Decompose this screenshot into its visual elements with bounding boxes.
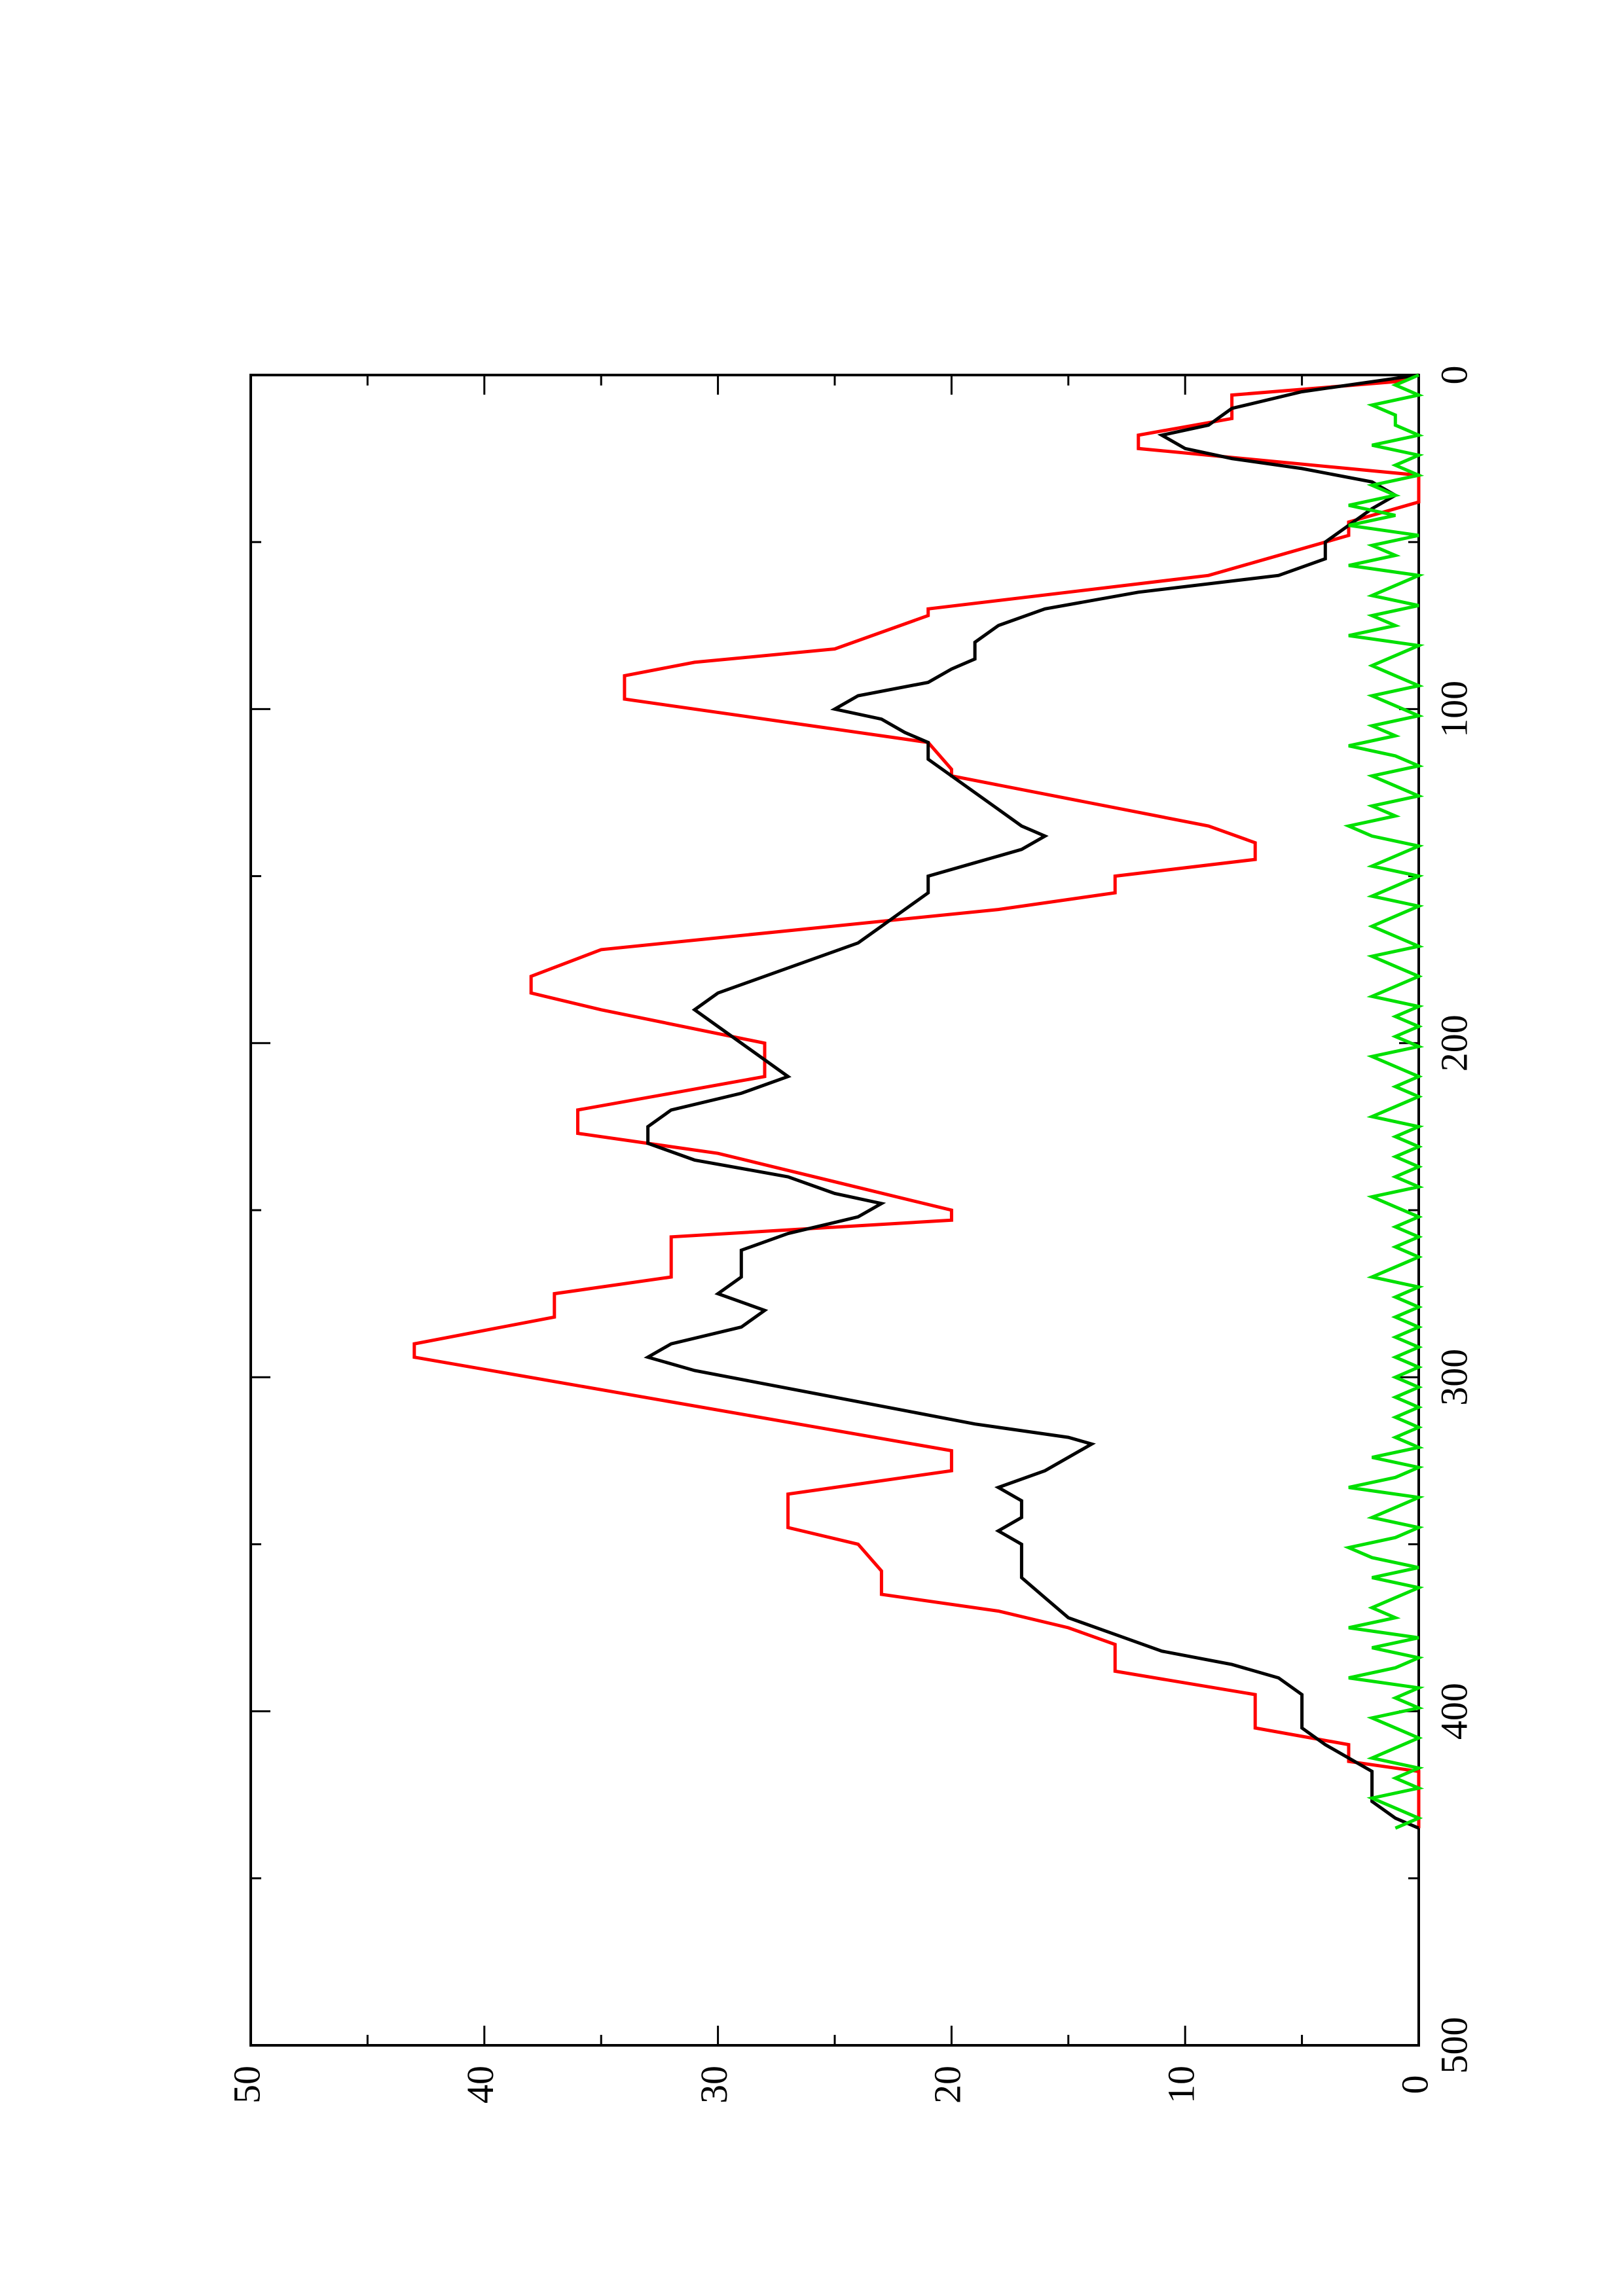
plot-frame bbox=[249, 374, 1420, 2047]
y-tick-label: 30 bbox=[693, 2066, 735, 2104]
y-tick-label: 40 bbox=[459, 2066, 501, 2104]
x-tick-label: 500 bbox=[1432, 2017, 1475, 2074]
x-tick-label: 200 bbox=[1432, 1014, 1475, 1071]
axis-ticks bbox=[249, 374, 1420, 2047]
series-line-1 bbox=[644, 373, 1419, 1830]
x-tick-label: 100 bbox=[1432, 681, 1475, 738]
y-tick-label: 20 bbox=[926, 2066, 969, 2104]
x-tick-label: 400 bbox=[1432, 1683, 1475, 1740]
series-line-0 bbox=[412, 373, 1421, 1829]
series-line-2 bbox=[1343, 373, 1425, 1830]
series-layer bbox=[412, 373, 1425, 1830]
x-tick-label: 300 bbox=[1432, 1349, 1475, 1406]
x-tick-label: 0 bbox=[1432, 366, 1475, 385]
y-tick-label: 50 bbox=[225, 2066, 268, 2104]
y-tick-label: 10 bbox=[1160, 2066, 1203, 2104]
y-tick-label: 0 bbox=[1393, 2075, 1436, 2094]
